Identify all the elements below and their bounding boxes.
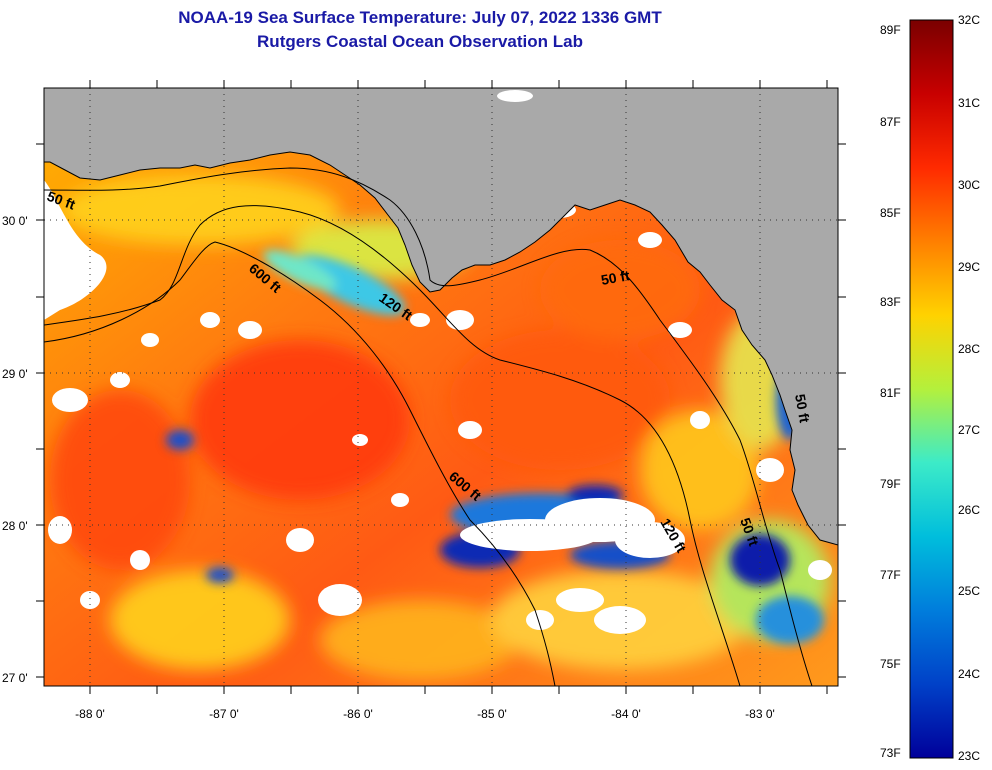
land [44,88,838,546]
map-title: NOAA-19 Sea Surface Temperature: July 07… [178,8,662,27]
plot-frame [43,87,839,687]
colorbar [909,19,954,759]
cb-f-83: 83F [880,295,901,309]
map-subtitle: Rutgers Coastal Ocean Observation Lab [257,32,583,51]
cb-f-79: 79F [880,477,901,491]
cb-c-27: 27C [958,423,981,437]
lon-label-84: -84 0' [611,707,641,721]
lon-label-88: -88 0' [75,707,105,721]
cb-f-77: 77F [880,568,901,582]
cb-f-75: 75F [880,657,901,671]
cb-c-26: 26C [958,503,981,517]
contour-120ft [44,205,741,686]
cloud-over-land [497,90,533,102]
cb-c-23: 23C [958,749,981,763]
lat-label-28: 28 0' [2,519,28,533]
axis-ticks [36,80,846,694]
cb-c-29: 29C [958,260,981,274]
sst-field: 50 ft 600 ft 120 ft 50 ft 600 ft 120 ft … [44,88,838,686]
lon-label-85: -85 0' [477,707,507,721]
cb-c-31: 31C [958,96,981,110]
cb-f-87: 87F [880,115,901,129]
lon-label-86: -86 0' [343,707,373,721]
lat-label-27: 27 0' [2,671,28,685]
lat-label-30: 30 0' [2,214,28,228]
contour-label-50-east: 50 ft [600,267,631,288]
cb-f-81: 81F [880,386,901,400]
contour-label-50-nature-coast: 50 ft [792,393,813,424]
cb-f-73: 73F [880,746,901,760]
lon-label-83: -83 0' [745,707,775,721]
cloud-mask [44,180,832,634]
cb-c-24: 24C [958,667,981,681]
lat-label-29: 29 0' [2,367,28,381]
cb-c-25: 25C [958,584,981,598]
graticule [44,88,838,686]
cb-f-85: 85F [880,206,901,220]
lon-label-87: -87 0' [209,707,239,721]
contour-50ft [44,167,813,686]
cb-c-30: 30C [958,178,981,192]
contour-600ft [44,241,556,686]
cb-c-32: 32C [958,13,981,27]
bathymetry-contours [44,167,813,686]
cb-f-89: 89F [880,23,901,37]
cb-c-28: 28C [958,342,981,356]
